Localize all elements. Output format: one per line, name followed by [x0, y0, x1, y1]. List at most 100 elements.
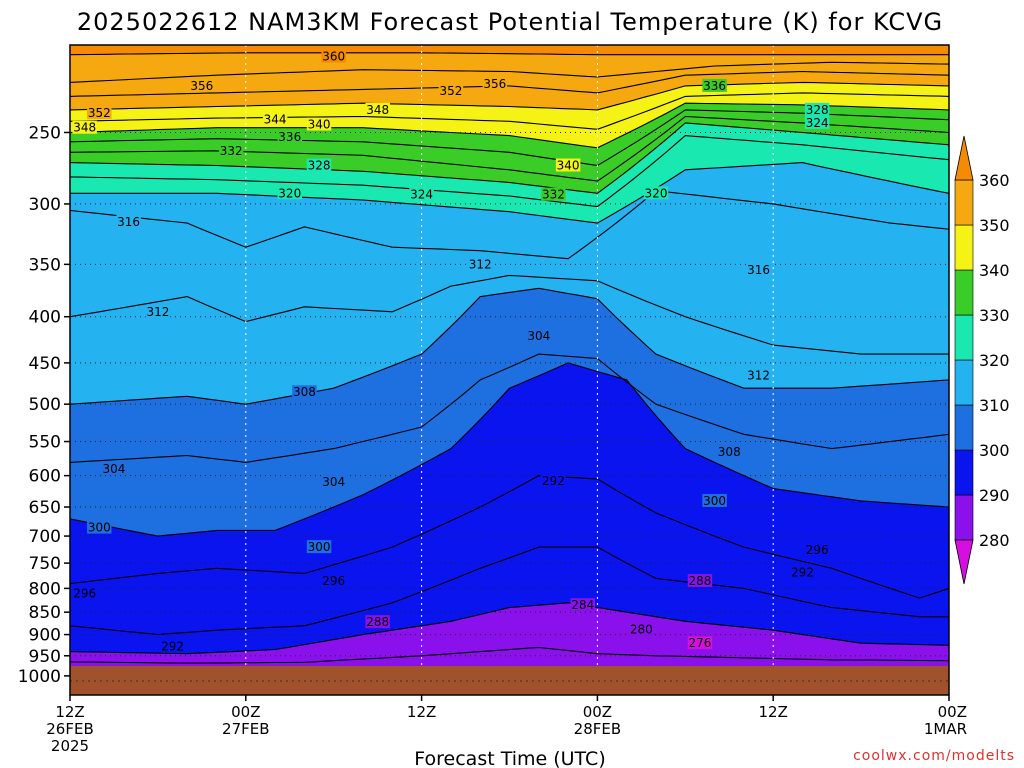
contour-label: 300 — [703, 494, 726, 508]
contour-label: 304 — [322, 475, 345, 489]
contour-label-bg — [746, 368, 771, 382]
contour-label: 292 — [791, 565, 814, 579]
y-tick-label: 300 — [29, 195, 61, 215]
contour-label-bg — [72, 120, 97, 134]
theta-fill-layer — [70, 45, 949, 695]
x-tick-label: 2025 — [51, 737, 89, 755]
contour-label: 324 — [806, 116, 829, 130]
contour-label: 292 — [161, 640, 184, 654]
isentrope-344 — [70, 92, 949, 130]
isentrope-332 — [70, 115, 949, 182]
contour-label: 288 — [366, 615, 389, 629]
contour-label: 352 — [88, 106, 111, 120]
contour-label-bg — [365, 102, 390, 116]
isentrope-316 — [70, 190, 949, 260]
x-tick-label: 00Z — [583, 703, 612, 721]
credit-text[interactable]: coolwx.com/modelts — [853, 748, 1015, 764]
isentrope-296 — [70, 475, 949, 599]
contour-label: 276 — [688, 636, 711, 650]
grid-layer — [70, 45, 949, 695]
y-tick-label: 1000 — [18, 667, 61, 687]
contour-label: 332 — [220, 144, 243, 158]
contour-label: 312 — [146, 305, 169, 319]
y-tick-label: 400 — [29, 308, 61, 328]
ground-surface — [70, 665, 949, 695]
contour-label: 352 — [439, 84, 462, 98]
contour-label: 320 — [278, 186, 301, 200]
x-tick-label: 12Z — [759, 703, 788, 721]
y-tick-label: 700 — [29, 527, 61, 547]
colorbar-label: 300 — [979, 441, 1010, 460]
contour-label: 324 — [410, 188, 433, 202]
contour-label-bg — [643, 186, 669, 200]
contour-label: 340 — [308, 118, 331, 132]
contour-label: 300 — [308, 540, 331, 554]
contour-label: 332 — [542, 188, 565, 202]
isentrope-292 — [70, 546, 949, 636]
isentrope-352 — [70, 70, 949, 97]
isentrope-328 — [70, 122, 949, 194]
colorbar-segment — [954, 269, 974, 316]
y-tick-label: 250 — [29, 123, 61, 143]
contour-label-bg — [116, 214, 141, 228]
colorbar-segment — [954, 224, 974, 271]
colorbar-label: 290 — [979, 486, 1010, 505]
colorbar-label: 320 — [979, 351, 1010, 370]
contour-label-bg — [526, 328, 552, 342]
colorbar-low-arrow — [954, 539, 974, 585]
contour-label-bg — [570, 598, 595, 612]
colorbar: 280 290 300 310 320 330 340 350 360 — [954, 135, 1010, 585]
contour-label-bg — [321, 573, 346, 587]
contour-label: 328 — [308, 159, 331, 173]
contour-label-bg — [262, 112, 288, 126]
isentrope-312 — [70, 274, 949, 355]
y-tick-label: 650 — [29, 498, 61, 518]
colorbar-label: 280 — [979, 531, 1010, 550]
isentrope-356 — [70, 61, 949, 83]
contour-label-bg — [467, 257, 493, 271]
contour-label-bg — [72, 586, 97, 600]
contour-label-bg — [160, 639, 185, 653]
contour-label-bg — [145, 304, 171, 318]
contour-label-bg — [321, 475, 346, 489]
colorbar-segment — [954, 494, 974, 541]
contour-label-bg — [702, 78, 727, 92]
contour-label: 308 — [293, 385, 316, 399]
y-tick-label: 850 — [29, 603, 61, 623]
contour-label: 296 — [73, 586, 96, 600]
contour-label: 344 — [264, 113, 287, 127]
isentrope-336 — [70, 109, 949, 167]
contour-label-bg — [277, 130, 302, 144]
contour-label: 316 — [747, 263, 770, 277]
contour-label: 340 — [557, 159, 580, 173]
y-tick-label: 450 — [29, 354, 61, 374]
contour-label: 336 — [278, 130, 301, 144]
contour-label: 312 — [469, 257, 492, 271]
colorbar-segment — [954, 404, 974, 451]
contour-label: 308 — [718, 445, 741, 459]
colorbar-segment — [954, 179, 974, 226]
contour-label-bg — [87, 520, 112, 534]
isentrope-284 — [70, 646, 949, 664]
y-tick-label: 900 — [29, 626, 61, 646]
x-tick-label: 28FEB — [574, 720, 621, 738]
y-tick-label: 800 — [29, 579, 61, 599]
colorbar-segment — [954, 359, 974, 406]
contour-label-bg — [292, 385, 317, 399]
colorbar-label: 340 — [979, 261, 1010, 280]
y-tick-label: 500 — [29, 395, 61, 415]
chart-title: 2025022612 NAM3KM Forecast Potential Tem… — [77, 8, 943, 36]
colorbar-label: 310 — [979, 396, 1010, 415]
contour-label-bg — [541, 187, 566, 201]
contour-label-bg — [804, 542, 830, 556]
contour-label-bg — [321, 49, 346, 63]
isentrope-layer — [70, 52, 949, 664]
contour-label: 316 — [117, 215, 140, 229]
contour-label-bg — [277, 186, 302, 200]
y-tick-label: 950 — [29, 647, 61, 667]
contour-label-bg — [306, 158, 332, 172]
colorbar-segment — [954, 314, 974, 361]
contour-label-bg — [409, 187, 434, 201]
